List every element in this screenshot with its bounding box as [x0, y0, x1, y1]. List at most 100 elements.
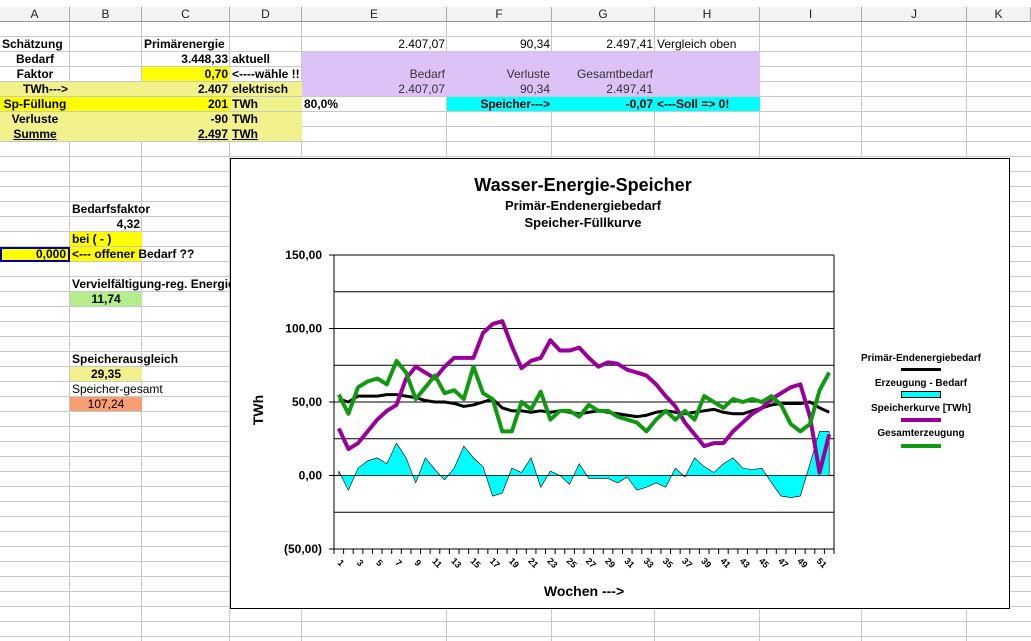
- y-tick-label: 150,00: [285, 248, 322, 262]
- cell-b15[interactable]: <--- offener Bedarf ??: [72, 247, 195, 261]
- y-tick-label: 100,00: [285, 322, 322, 336]
- legend-swatch-gesamt: [901, 444, 941, 448]
- x-tick-label: 17: [488, 556, 502, 570]
- y-tick-label: 0,00: [299, 469, 323, 483]
- cell-c6[interactable]: -90: [210, 112, 228, 126]
- cell-c2[interactable]: 3.448,33: [181, 52, 228, 66]
- x-tick-label: 33: [642, 556, 656, 570]
- cell-b25[interactable]: 107,24: [87, 397, 125, 411]
- cell-b18[interactable]: 11,74: [91, 292, 121, 306]
- column-header-j[interactable]: J: [862, 7, 967, 22]
- cell-a5[interactable]: Sp-Füllung: [3, 97, 67, 111]
- column-header-k[interactable]: K: [967, 7, 1031, 22]
- column-header-c[interactable]: C: [142, 7, 230, 22]
- x-tick-label: 25: [565, 556, 579, 570]
- fill-row5: [0, 97, 230, 111]
- x-tick-label: 49: [795, 556, 809, 570]
- cell-h5[interactable]: <---Soll => 0!: [657, 97, 730, 111]
- cell-c1[interactable]: Primärenergie: [144, 37, 225, 51]
- column-header-b[interactable]: B: [70, 7, 142, 22]
- cell-d2[interactable]: aktuell: [232, 52, 271, 66]
- series-line-speicherkurve-twh-: [336, 319, 832, 475]
- cell-a1[interactable]: Schätzung: [2, 37, 63, 51]
- grid-line: [69, 22, 70, 641]
- cell-a15-selected[interactable]: 0,000: [0, 247, 70, 262]
- legend-swatch-primaer: [901, 368, 941, 371]
- column-header-d[interactable]: D: [230, 7, 302, 22]
- x-tick-label: 43: [738, 556, 752, 570]
- cell-f4[interactable]: 90,34: [519, 82, 550, 96]
- chart-wasser-energie-speicher[interactable]: 150,00 100,00 50,00 0,00 (50,00) 1 3 5 7 9 11 13 15 1…: [230, 158, 1010, 609]
- cell-g3[interactable]: Gesamtbedarf: [576, 67, 653, 81]
- cell-d5[interactable]: TWh: [232, 97, 258, 111]
- cell-b22[interactable]: Speicherausgleich: [72, 352, 179, 366]
- cell-d6[interactable]: TWh: [232, 112, 258, 126]
- fill-b14: [70, 232, 142, 246]
- cell-g4[interactable]: 2.497,41: [606, 82, 653, 96]
- cell-f5[interactable]: Speicher--->: [480, 97, 550, 111]
- cell-a7[interactable]: Summe: [13, 127, 57, 141]
- x-axis-label: Wochen --->: [544, 583, 624, 599]
- cell-a2[interactable]: Bedarf: [15, 52, 54, 66]
- fill-d5: [230, 97, 302, 111]
- cell-c4[interactable]: 2.407: [197, 82, 228, 96]
- x-tick-label: 9: [413, 558, 424, 569]
- legend-label-erzeugung: Erzeugung - Bedarf: [874, 378, 968, 389]
- column-header-a[interactable]: A: [0, 7, 70, 22]
- column-header-i[interactable]: I: [760, 7, 862, 22]
- legend-swatch-speicher: [901, 418, 941, 422]
- cell-e3[interactable]: Bedarf: [409, 67, 445, 81]
- cell-b17[interactable]: Vervielfältigung-reg. Energie: [72, 277, 230, 291]
- cell-f3[interactable]: Verluste: [506, 67, 550, 81]
- cell-e5[interactable]: 80,0%: [304, 97, 339, 111]
- cell-a4[interactable]: TWh--->: [23, 82, 68, 96]
- x-tick-label: 15: [468, 556, 482, 570]
- cell-g5[interactable]: -0,07: [625, 97, 653, 111]
- cell-e1[interactable]: 2.407,07: [398, 37, 445, 51]
- chart-subtitle-2: Speicher-Füllkurve: [524, 215, 642, 230]
- legend-swatch-erzeugung: [901, 391, 941, 398]
- column-header-g[interactable]: G: [552, 7, 655, 22]
- x-tick-label: 3: [355, 558, 366, 569]
- cell-b12[interactable]: Bedarfsfaktor: [72, 202, 151, 216]
- cell-d3[interactable]: <----wähle !!: [232, 67, 300, 81]
- cell-b23[interactable]: 29,35: [90, 367, 122, 381]
- x-tick-label: 13: [449, 556, 463, 570]
- cell-c5[interactable]: 201: [207, 97, 228, 111]
- column-header-h[interactable]: H: [655, 7, 760, 22]
- fill-row15: [0, 247, 142, 261]
- legend-label-speicher: Speicherkurve [TWh]: [870, 403, 972, 414]
- x-tick-label: 37: [680, 556, 694, 570]
- column-header-f[interactable]: F: [447, 7, 552, 22]
- grid-line: [229, 22, 230, 641]
- x-tick-label: 1: [336, 558, 347, 569]
- x-tick-label: 41: [718, 556, 732, 570]
- x-tick-label: 19: [507, 556, 521, 570]
- x-tick-label: 11: [430, 556, 444, 570]
- cell-c7[interactable]: 2.497: [197, 127, 228, 141]
- series-line-gesamterzeugung: [337, 358, 831, 434]
- cell-g1[interactable]: 2.497,41: [606, 37, 653, 51]
- cell-h1[interactable]: Vergleich oben: [657, 37, 737, 51]
- x-tick-label: 47: [776, 556, 790, 570]
- cell-d4[interactable]: elektrisch: [232, 82, 289, 96]
- chart-title: Wasser-Energie-Speicher: [474, 175, 692, 195]
- cell-d7[interactable]: TWh: [232, 127, 258, 141]
- x-tick-label: 31: [622, 556, 636, 570]
- fill-b25: [70, 397, 142, 411]
- cell-c3-faktor[interactable]: 0,70: [204, 67, 228, 81]
- cell-a6[interactable]: Verluste: [11, 112, 59, 126]
- cell-a3[interactable]: Faktor: [16, 67, 54, 81]
- column-header-e[interactable]: E: [302, 7, 447, 22]
- grid-line: [141, 22, 142, 641]
- cell-b24[interactable]: Speicher-gesamt: [72, 382, 163, 396]
- cell-b14[interactable]: bei ( - ): [72, 232, 112, 246]
- fill-lavender-block: [302, 52, 760, 96]
- fill-b23: [70, 367, 142, 381]
- cell-f1[interactable]: 90,34: [519, 37, 550, 51]
- cell-b13[interactable]: 4,32: [116, 217, 140, 231]
- y-axis-label: TWh: [250, 395, 266, 425]
- cell-e4[interactable]: 2.407,07: [398, 82, 445, 96]
- x-tick-label: 45: [757, 556, 771, 570]
